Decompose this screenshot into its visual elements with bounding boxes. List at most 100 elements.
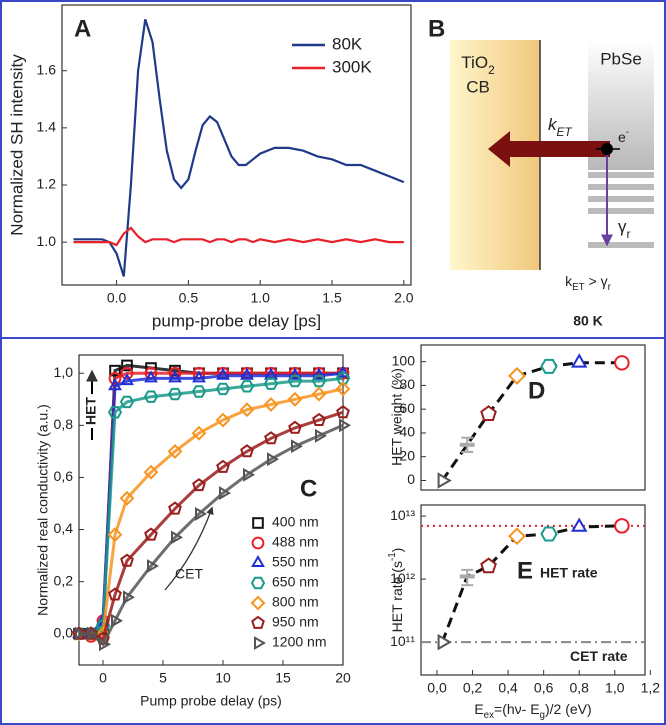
- marker: [240, 367, 254, 380]
- het-annotation: HET: [83, 397, 99, 425]
- marker: [311, 374, 327, 388]
- marker: [120, 366, 134, 380]
- legend-label: 300K: [332, 57, 372, 76]
- ket-label: kET: [548, 115, 572, 139]
- x-tick-label: 20: [335, 670, 351, 686]
- x-tick-label: 0.0: [107, 290, 127, 306]
- plot-frame: [420, 344, 646, 491]
- transfer-arrow: [488, 131, 610, 167]
- legend-label: 650 nm: [272, 574, 319, 590]
- marker: [121, 359, 133, 372]
- gamma-label: γr: [618, 217, 631, 241]
- y-tick-label: 20: [399, 447, 415, 463]
- marker: [191, 385, 207, 398]
- marker: [84, 626, 98, 640]
- marker: [107, 527, 123, 543]
- marker: [108, 378, 122, 391]
- y-axis-label-part: HET rate (s: [389, 561, 405, 632]
- marker: [614, 518, 630, 534]
- marker: [239, 380, 255, 393]
- marker: [267, 452, 279, 467]
- x-tick-label: 15: [275, 670, 291, 686]
- marker: [120, 373, 134, 386]
- y-tick-label: 10¹³: [390, 507, 415, 523]
- rate-relation: kET > γr: [565, 273, 612, 293]
- x-tick-label: 1.0: [250, 290, 270, 306]
- ket-label-part: k: [548, 115, 558, 134]
- marker: [459, 574, 475, 579]
- marker: [219, 486, 231, 501]
- x-tick-label: 1,2: [641, 680, 661, 696]
- marker: [312, 367, 326, 380]
- electron-label-part: e: [618, 129, 626, 145]
- tio2-label: TiO2: [461, 53, 495, 77]
- panel-letter: C: [300, 475, 317, 502]
- rate-relation-part: > γ: [585, 273, 608, 289]
- marker: [111, 613, 123, 628]
- x-tick-label: 0.5: [179, 290, 199, 306]
- marker: [288, 367, 302, 380]
- marker: [119, 490, 135, 506]
- marker: [459, 442, 475, 447]
- marker: [147, 559, 159, 573]
- marker: [191, 425, 207, 441]
- marker: [339, 418, 351, 433]
- legend-label: 488 nm: [272, 534, 319, 550]
- y-tick-label: 40: [399, 424, 415, 440]
- x-tick-label: 2.0: [394, 290, 414, 306]
- x-tick-label: 1,0: [605, 680, 625, 696]
- x-tick-label: 10: [215, 670, 231, 686]
- x-tick-label: 0,6: [534, 680, 554, 696]
- x-axis-label-part: E: [474, 701, 483, 717]
- plot-frame: [61, 4, 412, 286]
- x-tick-label: 0,8: [569, 680, 589, 696]
- y-tick-label: 60: [399, 400, 415, 416]
- legend-label: 400 nm: [272, 514, 319, 530]
- marker: [287, 374, 303, 388]
- marker: [291, 439, 303, 454]
- marker: [315, 428, 327, 443]
- electron-label: e-: [618, 127, 629, 145]
- tio2-label-sub: 2: [488, 63, 495, 77]
- legend-label: 550 nm: [272, 554, 319, 570]
- panel-letter: B: [428, 15, 445, 42]
- cet-annotation: CET: [175, 566, 203, 582]
- ket-label-sub: ET: [557, 125, 573, 139]
- marker: [263, 377, 279, 390]
- level-label: CET rate: [570, 648, 628, 664]
- marker: [108, 587, 122, 601]
- marker: [109, 364, 121, 377]
- pbse-label: PbSe: [600, 49, 642, 68]
- panel-letter: D: [528, 377, 545, 404]
- marker: [119, 395, 135, 409]
- panel-letter: A: [74, 15, 91, 42]
- plot-frame: [78, 354, 344, 666]
- marker: [264, 431, 278, 445]
- fit-line: [79, 376, 344, 636]
- y-tick-label: 0,8: [54, 416, 74, 432]
- cb-label: CB: [466, 77, 490, 96]
- marker: [508, 527, 526, 546]
- y-tick-label: 0,2: [54, 572, 74, 588]
- legend-marker: [251, 536, 265, 550]
- x-axis-label-part: )/2 (eV): [545, 701, 592, 717]
- x-axis-label-part: =(hν- E: [494, 701, 540, 717]
- legend-marker: [250, 576, 266, 590]
- marker: [216, 367, 230, 380]
- marker: [107, 406, 123, 419]
- y-axis-label: Normalized SH intensity: [7, 54, 26, 236]
- marker: [335, 372, 351, 385]
- legend-label: 950 nm: [272, 614, 319, 630]
- marker: [508, 366, 526, 385]
- y-tick-label: 10¹²: [390, 570, 415, 586]
- marker: [240, 444, 254, 458]
- gamma-label-part: γ: [618, 217, 627, 236]
- x-axis-label: Pump probe delay (ps): [140, 693, 282, 709]
- x-axis-label: pump-probe delay [ps]: [152, 311, 321, 330]
- y-tick-label: 0,0: [54, 624, 74, 640]
- marker: [195, 506, 207, 521]
- marker: [480, 557, 497, 574]
- cet-arrow: [164, 506, 214, 591]
- x-tick-label: 0,4: [498, 680, 518, 696]
